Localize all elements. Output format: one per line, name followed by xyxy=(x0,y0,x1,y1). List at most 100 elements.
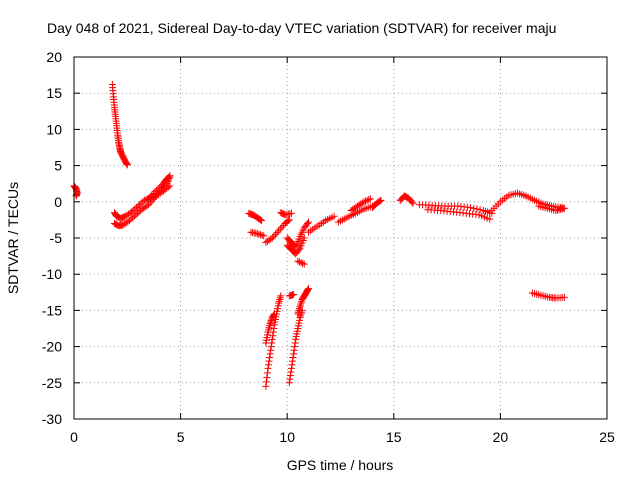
data-point xyxy=(303,220,311,228)
data-point xyxy=(275,227,283,235)
data-point xyxy=(270,310,278,318)
series-arc-22 xyxy=(528,289,568,302)
data-point xyxy=(276,225,284,233)
y-tick-label: 20 xyxy=(46,49,62,65)
series-arc-15 xyxy=(347,195,374,214)
x-tick-label: 20 xyxy=(493,429,509,445)
data-point xyxy=(289,353,297,361)
series-arc-07 xyxy=(247,228,268,240)
data-point xyxy=(305,285,313,293)
data-point xyxy=(476,206,484,214)
data-point xyxy=(560,293,568,301)
data-point xyxy=(303,286,311,294)
data-point xyxy=(269,312,277,320)
data-point xyxy=(330,212,338,220)
data-point xyxy=(129,214,137,222)
data-point xyxy=(290,290,298,298)
data-point xyxy=(146,193,154,201)
data-point xyxy=(284,217,292,225)
data-point xyxy=(291,339,299,347)
data-point xyxy=(288,361,296,369)
x-tick-label: 0 xyxy=(70,429,78,445)
series-arc-02 xyxy=(108,81,131,169)
y-tick-label: -20 xyxy=(42,339,62,355)
data-point xyxy=(377,196,385,204)
y-tick-label: -10 xyxy=(42,266,62,282)
data-point xyxy=(287,368,295,376)
data-point xyxy=(271,230,279,238)
data-point xyxy=(408,198,416,206)
series-arc-16 xyxy=(368,196,385,212)
data-point xyxy=(269,332,277,340)
data-point xyxy=(299,259,307,267)
data-point xyxy=(270,311,278,319)
data-point xyxy=(286,375,294,383)
series-arc-27 xyxy=(285,290,298,300)
series-arc-21 xyxy=(535,202,566,214)
data-points xyxy=(70,81,568,390)
y-tick-label: 0 xyxy=(54,194,62,210)
data-point xyxy=(267,235,275,243)
series-arc-13 xyxy=(305,212,338,236)
data-point xyxy=(268,335,276,343)
data-point xyxy=(296,314,304,322)
data-point xyxy=(253,230,261,238)
x-axis-label: GPS time / hours xyxy=(287,457,394,473)
data-point xyxy=(470,204,478,212)
chart-title: Day 048 of 2021, Sidereal Day-to-day VTE… xyxy=(47,20,556,36)
series-arc-01 xyxy=(70,182,81,200)
data-point xyxy=(268,339,276,347)
data-point xyxy=(267,317,275,325)
data-point xyxy=(286,372,294,380)
data-point xyxy=(360,198,368,206)
y-tick-label: 5 xyxy=(54,158,62,174)
data-point xyxy=(285,216,293,224)
data-point xyxy=(266,319,274,327)
data-point xyxy=(297,301,305,309)
series-arc-19 xyxy=(424,206,494,223)
data-point xyxy=(140,196,148,204)
data-point xyxy=(145,195,153,203)
data-point xyxy=(486,215,494,223)
data-point xyxy=(366,195,374,203)
data-point xyxy=(305,218,313,226)
data-point xyxy=(294,257,302,265)
y-tick-label: 10 xyxy=(46,121,62,137)
data-point xyxy=(148,191,156,199)
data-point xyxy=(164,174,172,182)
data-point xyxy=(260,232,268,240)
y-tick-label: 15 xyxy=(46,85,62,101)
series-arc-06 xyxy=(245,209,266,225)
data-point xyxy=(289,357,297,365)
data-point xyxy=(287,364,295,372)
x-axis-ticks: 0 5 10 15 20 25 xyxy=(70,57,615,445)
series-arc-26 xyxy=(294,285,313,318)
data-point xyxy=(273,229,281,237)
data-point xyxy=(163,175,171,183)
data-point xyxy=(267,318,275,326)
data-point xyxy=(365,196,373,204)
data-point xyxy=(558,205,566,213)
data-point xyxy=(287,209,295,217)
data-point xyxy=(267,343,275,351)
data-point xyxy=(376,197,384,205)
data-point xyxy=(270,232,278,240)
x-tick-label: 15 xyxy=(386,429,402,445)
data-point xyxy=(258,231,266,239)
data-point xyxy=(362,197,370,205)
data-point xyxy=(166,182,174,190)
data-point xyxy=(270,325,278,332)
data-point xyxy=(136,201,144,209)
y-tick-label: -15 xyxy=(42,302,62,318)
data-point xyxy=(268,234,276,242)
data-point xyxy=(130,212,138,220)
data-point xyxy=(135,208,143,216)
data-point xyxy=(258,217,266,225)
series-arc-25 xyxy=(285,306,306,387)
data-point xyxy=(300,260,308,268)
data-point xyxy=(276,294,284,302)
data-point xyxy=(255,230,263,238)
data-point xyxy=(295,305,303,313)
data-point xyxy=(300,234,308,242)
